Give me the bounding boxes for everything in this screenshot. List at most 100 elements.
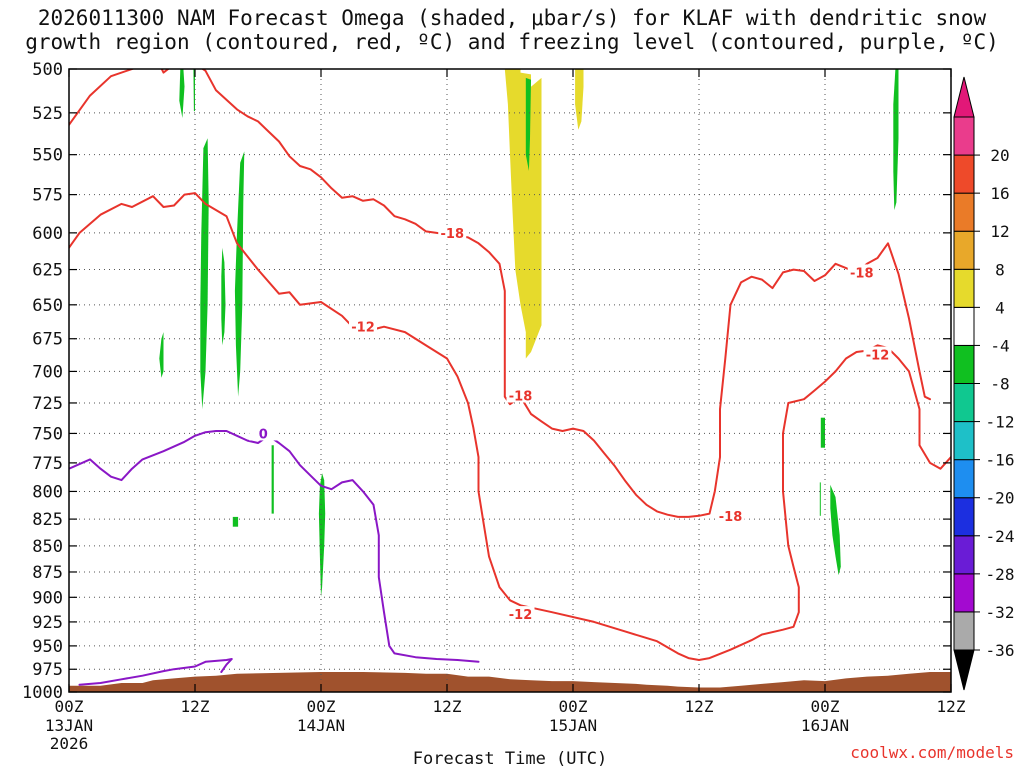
omega-minus4-j	[525, 77, 531, 171]
y-tick-label: 675	[32, 330, 63, 350]
credit-link[interactable]: coolwx.com/models	[850, 743, 1014, 762]
contour-label-bg	[506, 387, 535, 403]
omega-minus4-l	[820, 417, 825, 448]
colorbar-tick-label: -16	[986, 451, 1015, 470]
y-tick-label: 500	[32, 60, 63, 80]
y-tick-label: 900	[32, 588, 63, 608]
title-line-1: 2026011300 NAM Forecast Omega (shaded, μ…	[37, 6, 987, 30]
contour-label-bg	[349, 318, 377, 334]
colorbar-tick-label: 8	[995, 260, 1005, 279]
colorbar: -36 -32 -28 -24 -20 -16 -12 -8 -4 4 8 12 16 20	[953, 76, 1015, 691]
omega-minus4-e	[200, 138, 209, 410]
y-tick-label: 975	[32, 660, 63, 680]
y-tick-label: 875	[32, 563, 63, 583]
colorbar-tick-label: -28	[986, 565, 1015, 584]
colorbar-box	[953, 268, 975, 308]
colorbar-box	[953, 192, 975, 232]
colorbar-tick-label: 16	[990, 184, 1009, 203]
y-tick-label: 1000	[22, 683, 63, 703]
y-tick-label: 600	[32, 224, 63, 244]
omega-minus4-h	[232, 516, 239, 527]
contour-label-bg	[847, 264, 876, 280]
omega-minus4-i	[318, 473, 326, 598]
x-tick-label: 12Z	[685, 697, 714, 716]
axes: 500 525 550 575 600 625 650 675 700 725 750 775 800 8…	[22, 60, 966, 753]
dgz-upper-minus18	[69, 69, 931, 518]
y-tick-label: 700	[32, 362, 63, 382]
colorbar-box	[953, 421, 975, 461]
colorbar-box	[953, 497, 975, 537]
x-tick-label: 00Z	[307, 697, 336, 716]
colorbar-tick-label: -32	[986, 603, 1015, 622]
omega-plus4-main	[504, 69, 542, 359]
y-tick-label: 725	[32, 394, 63, 414]
omega-plus4-upper	[575, 69, 584, 130]
x-tick-label: 00Z	[55, 697, 84, 716]
colorbar-box	[953, 573, 975, 613]
plot-background	[69, 69, 951, 692]
contour-label-bg	[438, 224, 467, 240]
colorbar-tick-label: 4	[995, 298, 1005, 317]
colorbar-tick-label: -4	[990, 336, 1009, 355]
omega-minus4-n	[830, 484, 841, 576]
y-tick-label: 750	[32, 424, 63, 444]
colorbar-end-low	[953, 649, 975, 691]
colorbar-tick-label: -20	[986, 489, 1015, 508]
colorbar-tick-label: 12	[990, 222, 1009, 241]
y-tick-label: 575	[32, 186, 63, 206]
y-tick-label: 650	[32, 296, 63, 316]
x-axis-label: Forecast Time (UTC)	[413, 749, 607, 768]
omega-minus4-g	[271, 445, 274, 514]
x-tick-year: 2026	[50, 734, 89, 753]
omega-minus4-a	[179, 69, 185, 118]
x-tick-date: 15JAN	[549, 716, 597, 735]
omega-minus4-m	[819, 482, 821, 516]
y-tick-label: 925	[32, 613, 63, 633]
omega-minus4-d	[159, 332, 164, 378]
colorbar-box	[953, 611, 975, 651]
colorbar-box	[953, 383, 975, 423]
colorbar-tick-label: -36	[986, 641, 1015, 660]
contour-label: -18	[441, 227, 465, 242]
y-tick-label: 775	[32, 454, 63, 474]
x-tick-label: 12Z	[181, 697, 210, 716]
y-tick-label: 950	[32, 637, 63, 657]
x-tick-label: 00Z	[811, 697, 840, 716]
contour-labels: -18 -18 -18 -18 -12 -12 -12 0	[249, 224, 892, 623]
y-tick-label: 800	[32, 482, 63, 502]
omega-minus4-k	[893, 69, 899, 211]
contour-label: -18	[850, 266, 874, 281]
colorbar-box	[953, 344, 975, 384]
contour-label-bg	[716, 507, 745, 523]
contour-label: -12	[351, 321, 375, 336]
y-tick-label: 850	[32, 537, 63, 557]
contour-label: -18	[509, 389, 533, 404]
surface-pressure	[69, 672, 951, 692]
plot-area	[69, 69, 951, 692]
title-line-2: growth region (contoured, red, ºC) and f…	[25, 30, 999, 54]
contour-label: -12	[866, 349, 890, 364]
colorbar-tick-label: -12	[986, 413, 1015, 432]
contour-label: -12	[509, 608, 533, 623]
y-tick-label: 525	[32, 104, 63, 124]
plot-frame	[68, 68, 952, 693]
y-tick-label: 550	[32, 146, 63, 166]
colorbar-tick-label: -24	[986, 527, 1015, 546]
contour-label-bg	[249, 425, 278, 441]
colorbar-box	[953, 459, 975, 499]
contour-label-bg	[506, 606, 535, 622]
colorbar-box	[953, 116, 975, 156]
colorbar-end-high	[953, 76, 975, 118]
x-tick-label: 12Z	[937, 697, 966, 716]
freezing-level-0	[69, 430, 480, 663]
contours	[69, 69, 951, 686]
colorbar-box	[953, 306, 975, 346]
y-tick-label: 825	[32, 510, 63, 530]
omega-minus4-c	[234, 151, 245, 397]
colorbar-tick-label: 20	[990, 146, 1009, 165]
grid	[69, 69, 951, 692]
colorbar-box	[953, 154, 975, 194]
x-tick-label: 12Z	[433, 697, 462, 716]
y-tick-label: 625	[32, 261, 63, 281]
